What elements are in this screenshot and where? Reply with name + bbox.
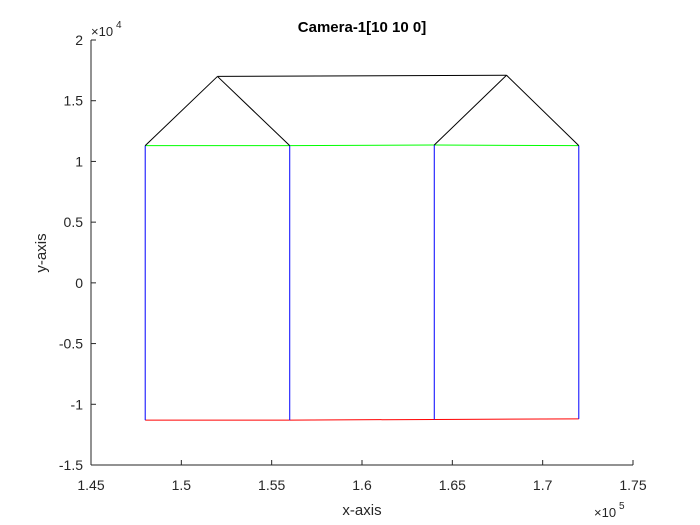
y-tick-label: 1 (75, 153, 83, 169)
series-1 (145, 144, 579, 147)
series-2 (144, 145, 580, 421)
x-exponent-base: ×10 (594, 505, 616, 520)
y-tick-label: -0.5 (59, 336, 83, 352)
y-tick-label: -1.5 (59, 457, 83, 473)
series-3-segment-3 (433, 74, 507, 146)
y-tick-label: 0.5 (64, 214, 84, 230)
x-axis-label: x-axis (342, 502, 381, 519)
y-tick-label: -1 (71, 396, 84, 412)
x-tick-label: 1.55 (258, 477, 285, 493)
y-exponent-label: ×10 4 (91, 20, 122, 39)
x-tick-label: 1.7 (533, 477, 553, 493)
series-1-segment-1 (289, 144, 435, 147)
series-0-segment-1 (289, 418, 435, 421)
series-3-segment-2 (217, 74, 507, 77)
y-ticks: -1.5 -1 -0.5 0 0.5 1 1.5 2 (59, 32, 96, 473)
x-tick-label: 1.5 (172, 477, 192, 493)
x-tick-label: 1.65 (439, 477, 466, 493)
plot-area (91, 40, 633, 465)
series-0 (145, 418, 579, 421)
series-0-segment-2 (434, 418, 579, 420)
y-axis-label: y-axis (33, 233, 50, 272)
y-exponent-base: ×10 (91, 24, 113, 39)
x-exponent-label: ×10 5 (594, 501, 625, 520)
y-exponent-power: 4 (116, 20, 122, 31)
series-3 (144, 74, 580, 147)
y-tick-label: 2 (75, 32, 83, 48)
x-tick-label: 1.75 (619, 477, 646, 493)
series-3-segment-1 (217, 76, 291, 147)
series-3-segment-0 (144, 76, 218, 147)
y-tick-label: 0 (75, 275, 83, 291)
x-tick-label: 1.45 (77, 477, 104, 493)
series-3-segment-4 (506, 74, 580, 147)
x-exponent-power: 5 (619, 501, 625, 512)
chart-title: Camera-1[10 10 0] (298, 19, 426, 36)
data-layer (144, 74, 580, 421)
x-tick-label: 1.6 (352, 477, 372, 493)
x-ticks: 1.45 1.5 1.55 1.6 1.65 1.7 1.75 (77, 460, 647, 493)
series-1-segment-2 (434, 144, 579, 147)
y-tick-label: 1.5 (64, 93, 84, 109)
